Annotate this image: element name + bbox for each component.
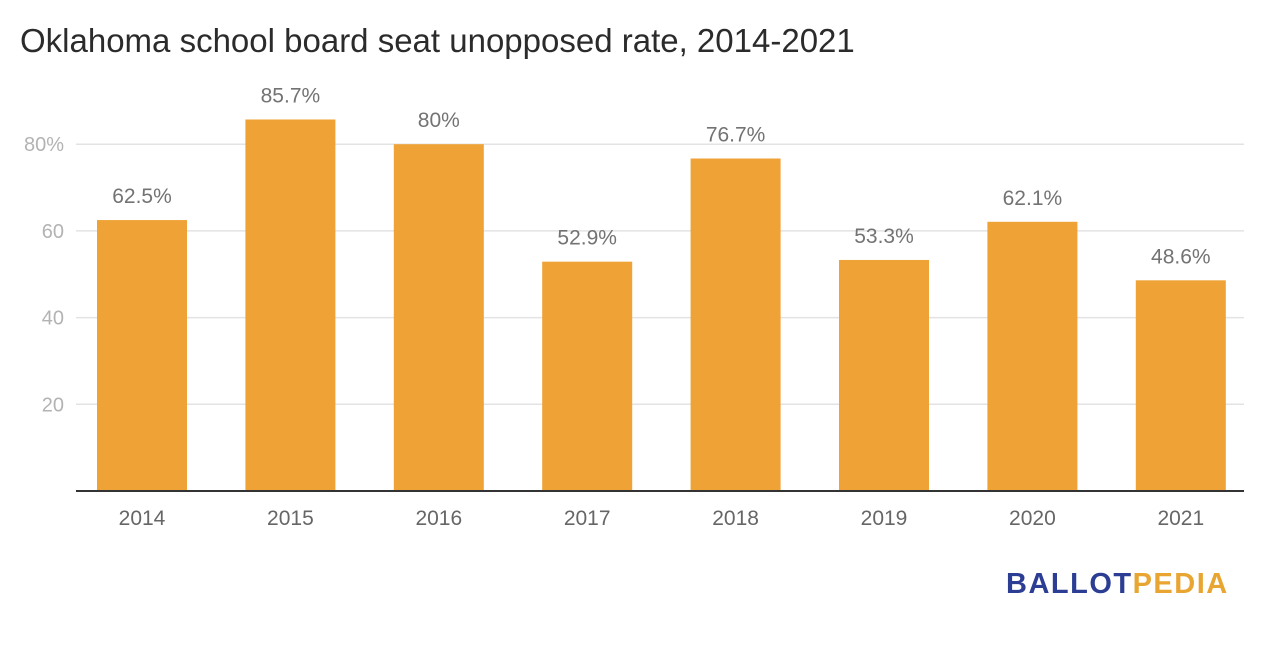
logo-part-ballot: BALLOT [1006,568,1133,600]
x-tick-label: 2019 [861,507,908,530]
x-tick-label: 2016 [415,507,462,530]
y-tick-label: 20 [42,394,64,416]
bar-2019 [839,259,929,491]
bar-2015 [245,119,336,491]
ballotpedia-logo: BALLOTPEDIA [1006,568,1229,601]
data-label: 48.6% [1151,245,1211,268]
bar-2016 [393,144,484,491]
x-tick-label: 2021 [1157,507,1204,530]
y-tick-label: 60 [42,221,64,243]
data-labels: 62.5% 85.7% 80% 52.9% 76.7% 53.3% 62.1% 48.6% [112,84,1210,268]
bar-2020 [987,221,1078,491]
y-tick-label: 40 [42,308,64,330]
data-label: 76.7% [706,124,766,147]
y-axis-ticks: 20 40 60 80% [24,134,64,416]
data-label: 62.5% [112,185,172,208]
logo-part-pedia: PEDIA [1132,568,1229,600]
x-tick-label: 2018 [712,507,759,530]
data-label: 62.1% [1003,187,1063,210]
data-label: 80% [418,109,460,132]
data-label: 85.7% [261,84,321,107]
bar-2014 [97,220,187,491]
chart-title: Oklahoma school board seat unopposed rat… [20,22,855,59]
x-tick-label: 2017 [564,507,611,530]
data-label: 53.3% [854,225,914,248]
bar-2018 [690,158,781,491]
x-tick-label: 2020 [1009,507,1056,530]
y-tick-label: 80% [24,134,64,156]
x-tick-label: 2015 [267,507,314,530]
bar-2021 [1135,280,1226,491]
bars [97,119,1226,491]
x-tick-label: 2014 [119,507,166,530]
data-label: 52.9% [557,227,617,250]
x-axis-ticks: 2014 2015 2016 2017 2018 2019 2020 2021 [119,507,1205,530]
bar-2017 [542,261,633,491]
